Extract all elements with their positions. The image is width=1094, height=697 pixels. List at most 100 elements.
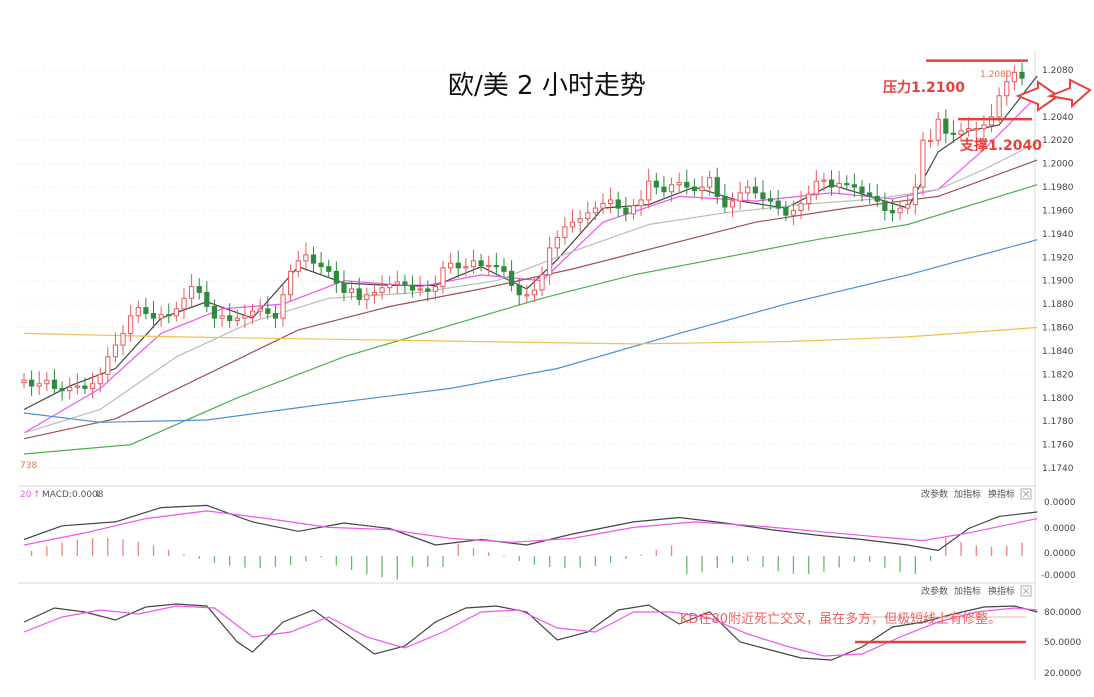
- candle: [89, 372, 96, 399]
- candle: [623, 196, 629, 222]
- candle: [630, 198, 637, 220]
- candle: [684, 169, 690, 195]
- macd-add-indicator-button[interactable]: 加指标: [954, 488, 981, 500]
- moving-average-line: [23, 159, 1038, 440]
- kd-change-params-button[interactable]: 改参数: [921, 585, 948, 597]
- price-axis: 1.2080 1.2040 1.2020 1.2000 1.1980 1.1960 1.19…: [1042, 66, 1074, 474]
- candle: [44, 371, 50, 391]
- candle: [379, 275, 385, 300]
- candle: [364, 287, 370, 310]
- kd-tick-50: 50.0000: [1044, 638, 1081, 648]
- candle: [1019, 62, 1025, 86]
- candle: [966, 117, 972, 137]
- moving-average-line: [23, 184, 1038, 455]
- candle: [204, 281, 210, 313]
- candle: [813, 169, 819, 200]
- price-tick-label: 1.1940: [1042, 230, 1074, 240]
- candle: [501, 258, 507, 279]
- candle: [722, 183, 728, 213]
- candle: [897, 201, 903, 221]
- price-tick-label: 1.2040: [1042, 113, 1074, 123]
- candle: [470, 249, 477, 274]
- candle: [668, 177, 675, 202]
- candle: [448, 253, 454, 274]
- candle: [905, 194, 911, 214]
- candle: [295, 250, 301, 278]
- candle: [844, 175, 850, 191]
- candle: [615, 191, 621, 217]
- macd-change-params-button[interactable]: 改参数: [921, 488, 948, 500]
- candle: [150, 300, 157, 329]
- candle: [508, 260, 515, 292]
- candle: [707, 170, 713, 196]
- candle: [950, 120, 957, 144]
- price-tick-label: 1.1900: [1042, 277, 1074, 287]
- candle: [280, 283, 286, 327]
- candle: [128, 304, 134, 343]
- candle: [531, 277, 538, 303]
- candle: [21, 373, 27, 389]
- candle: [493, 252, 499, 276]
- candle: [143, 297, 149, 320]
- price-tick-label: 1.1800: [1042, 394, 1074, 404]
- candle: [783, 201, 789, 222]
- candle: [356, 277, 362, 306]
- candle: [767, 190, 774, 210]
- candle: [836, 170, 842, 195]
- candle: [112, 332, 119, 363]
- candle: [211, 299, 218, 329]
- chart-title: 欧/美 2 小时走势: [448, 71, 646, 101]
- candle: [135, 300, 141, 324]
- price-tick-label: 1.2000: [1042, 160, 1074, 170]
- macd-close-icon[interactable]: [1020, 488, 1032, 500]
- candle: [463, 258, 469, 277]
- candle: [455, 250, 461, 278]
- candle: [516, 278, 522, 305]
- price-tick-label: 1.2080: [1042, 66, 1074, 76]
- kd-d-line: [23, 605, 1038, 657]
- candle: [569, 209, 576, 233]
- candle: [608, 187, 614, 214]
- candle: [676, 172, 682, 194]
- price-tick-label: 1.1920: [1042, 253, 1074, 263]
- candle: [242, 304, 248, 329]
- candle: [920, 131, 926, 196]
- kd-add-indicator-button[interactable]: 加指标: [954, 585, 981, 597]
- price-tick-label: 1.1980: [1042, 183, 1074, 193]
- candle: [996, 87, 1002, 123]
- macd-down-arrow-icon: ↓: [94, 490, 102, 500]
- candle: [653, 172, 659, 195]
- candle: [394, 270, 400, 295]
- candle: [547, 236, 553, 285]
- kd-close-icon[interactable]: [1020, 585, 1032, 597]
- candle: [798, 190, 804, 220]
- candle: [440, 260, 446, 294]
- candle: [318, 251, 324, 274]
- resistance-label: 压力1.2100: [883, 79, 965, 96]
- candle: [592, 201, 598, 221]
- candle: [97, 367, 103, 393]
- high-price-label: 1.2080: [980, 70, 1012, 80]
- candle: [912, 174, 918, 215]
- candle: [806, 185, 812, 211]
- macd-up-arrow-icon: ↑: [33, 490, 41, 500]
- price-tick-label: 1.1760: [1042, 441, 1074, 451]
- candle: [303, 242, 309, 271]
- candle: [958, 122, 964, 142]
- price-tick-label: 1.1880: [1042, 300, 1074, 310]
- macd-tick-1: 0.0000: [1044, 498, 1076, 508]
- candle: [371, 282, 378, 304]
- kd-switch-indicator-button[interactable]: 换指标: [988, 585, 1015, 597]
- candle: [691, 178, 698, 197]
- candle: [554, 230, 560, 257]
- candle: [1004, 70, 1010, 106]
- candle: [600, 193, 606, 214]
- candle: [341, 270, 347, 302]
- macd-switch-indicator-button[interactable]: 换指标: [988, 488, 1015, 500]
- double-arrow-icon: [1015, 78, 1092, 112]
- candle: [790, 200, 797, 226]
- macd-left-label: 20: [20, 490, 32, 500]
- left-price-label: 738: [20, 461, 37, 471]
- candle: [310, 246, 317, 272]
- candle: [265, 296, 271, 320]
